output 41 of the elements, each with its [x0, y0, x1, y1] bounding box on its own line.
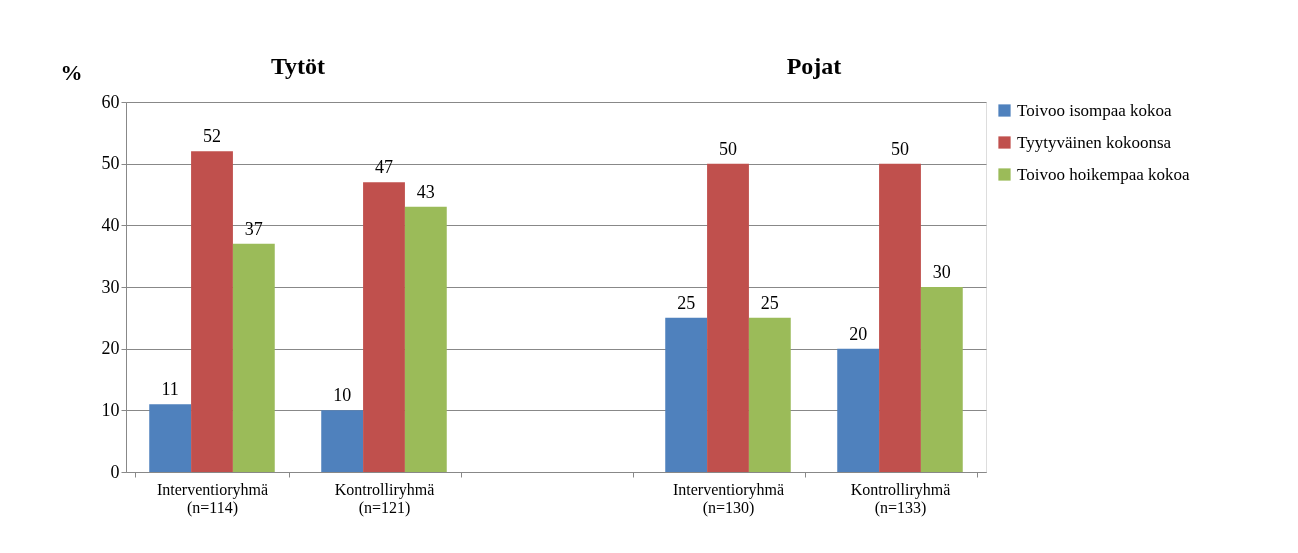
y-tick-label: 0 — [110, 461, 120, 482]
bar — [191, 151, 233, 472]
data-label: 37 — [244, 218, 263, 239]
y-tick-label: 40 — [101, 214, 120, 235]
legend-label: Tyytyväinen kokoonsa — [1017, 132, 1172, 152]
y-tick-label: 50 — [101, 153, 120, 174]
bar — [363, 182, 405, 472]
bar — [321, 410, 364, 472]
y-tick-label: 30 — [101, 276, 120, 297]
bar — [707, 163, 749, 472]
y-tick-label: 60 — [101, 91, 120, 112]
bar — [665, 317, 708, 472]
data-label: 25 — [760, 292, 779, 313]
y-tick-label: 10 — [101, 399, 120, 420]
data-label: 20 — [849, 323, 868, 344]
data-label: 25 — [677, 292, 696, 313]
text: Tytöt — [270, 53, 326, 79]
bar — [232, 243, 275, 472]
x-tick-label: Interventioryhmä (n=114) — [156, 480, 269, 517]
y-axis-title: % — [60, 59, 83, 85]
data-label: 10 — [333, 385, 352, 406]
legend-label: Toivoo hoikempaa kokoa — [1017, 164, 1190, 184]
legend-label: Toivoo isompaa kokoa — [1017, 100, 1173, 120]
data-label: 52 — [203, 126, 221, 147]
text: Pojat — [786, 53, 842, 79]
bar — [837, 348, 880, 472]
data-label: 30 — [932, 262, 951, 282]
data-label: 11 — [161, 379, 179, 400]
bar — [404, 206, 447, 472]
data-label: 47 — [375, 157, 393, 178]
data-label: 50 — [891, 138, 909, 159]
data-label: 50 — [719, 138, 737, 159]
data-label: 43 — [416, 181, 435, 202]
bar — [920, 287, 963, 472]
bar — [748, 317, 791, 472]
x-tick-label: Kontrolliryhmä (n=121) — [334, 480, 435, 517]
bar — [149, 404, 192, 472]
bar — [879, 163, 921, 472]
x-tick-label: Kontrolliryhmä (n=133) — [850, 480, 951, 517]
x-tick-label: Interventioryhmä (n=130) — [672, 480, 785, 517]
y-tick-label: 20 — [101, 338, 120, 359]
